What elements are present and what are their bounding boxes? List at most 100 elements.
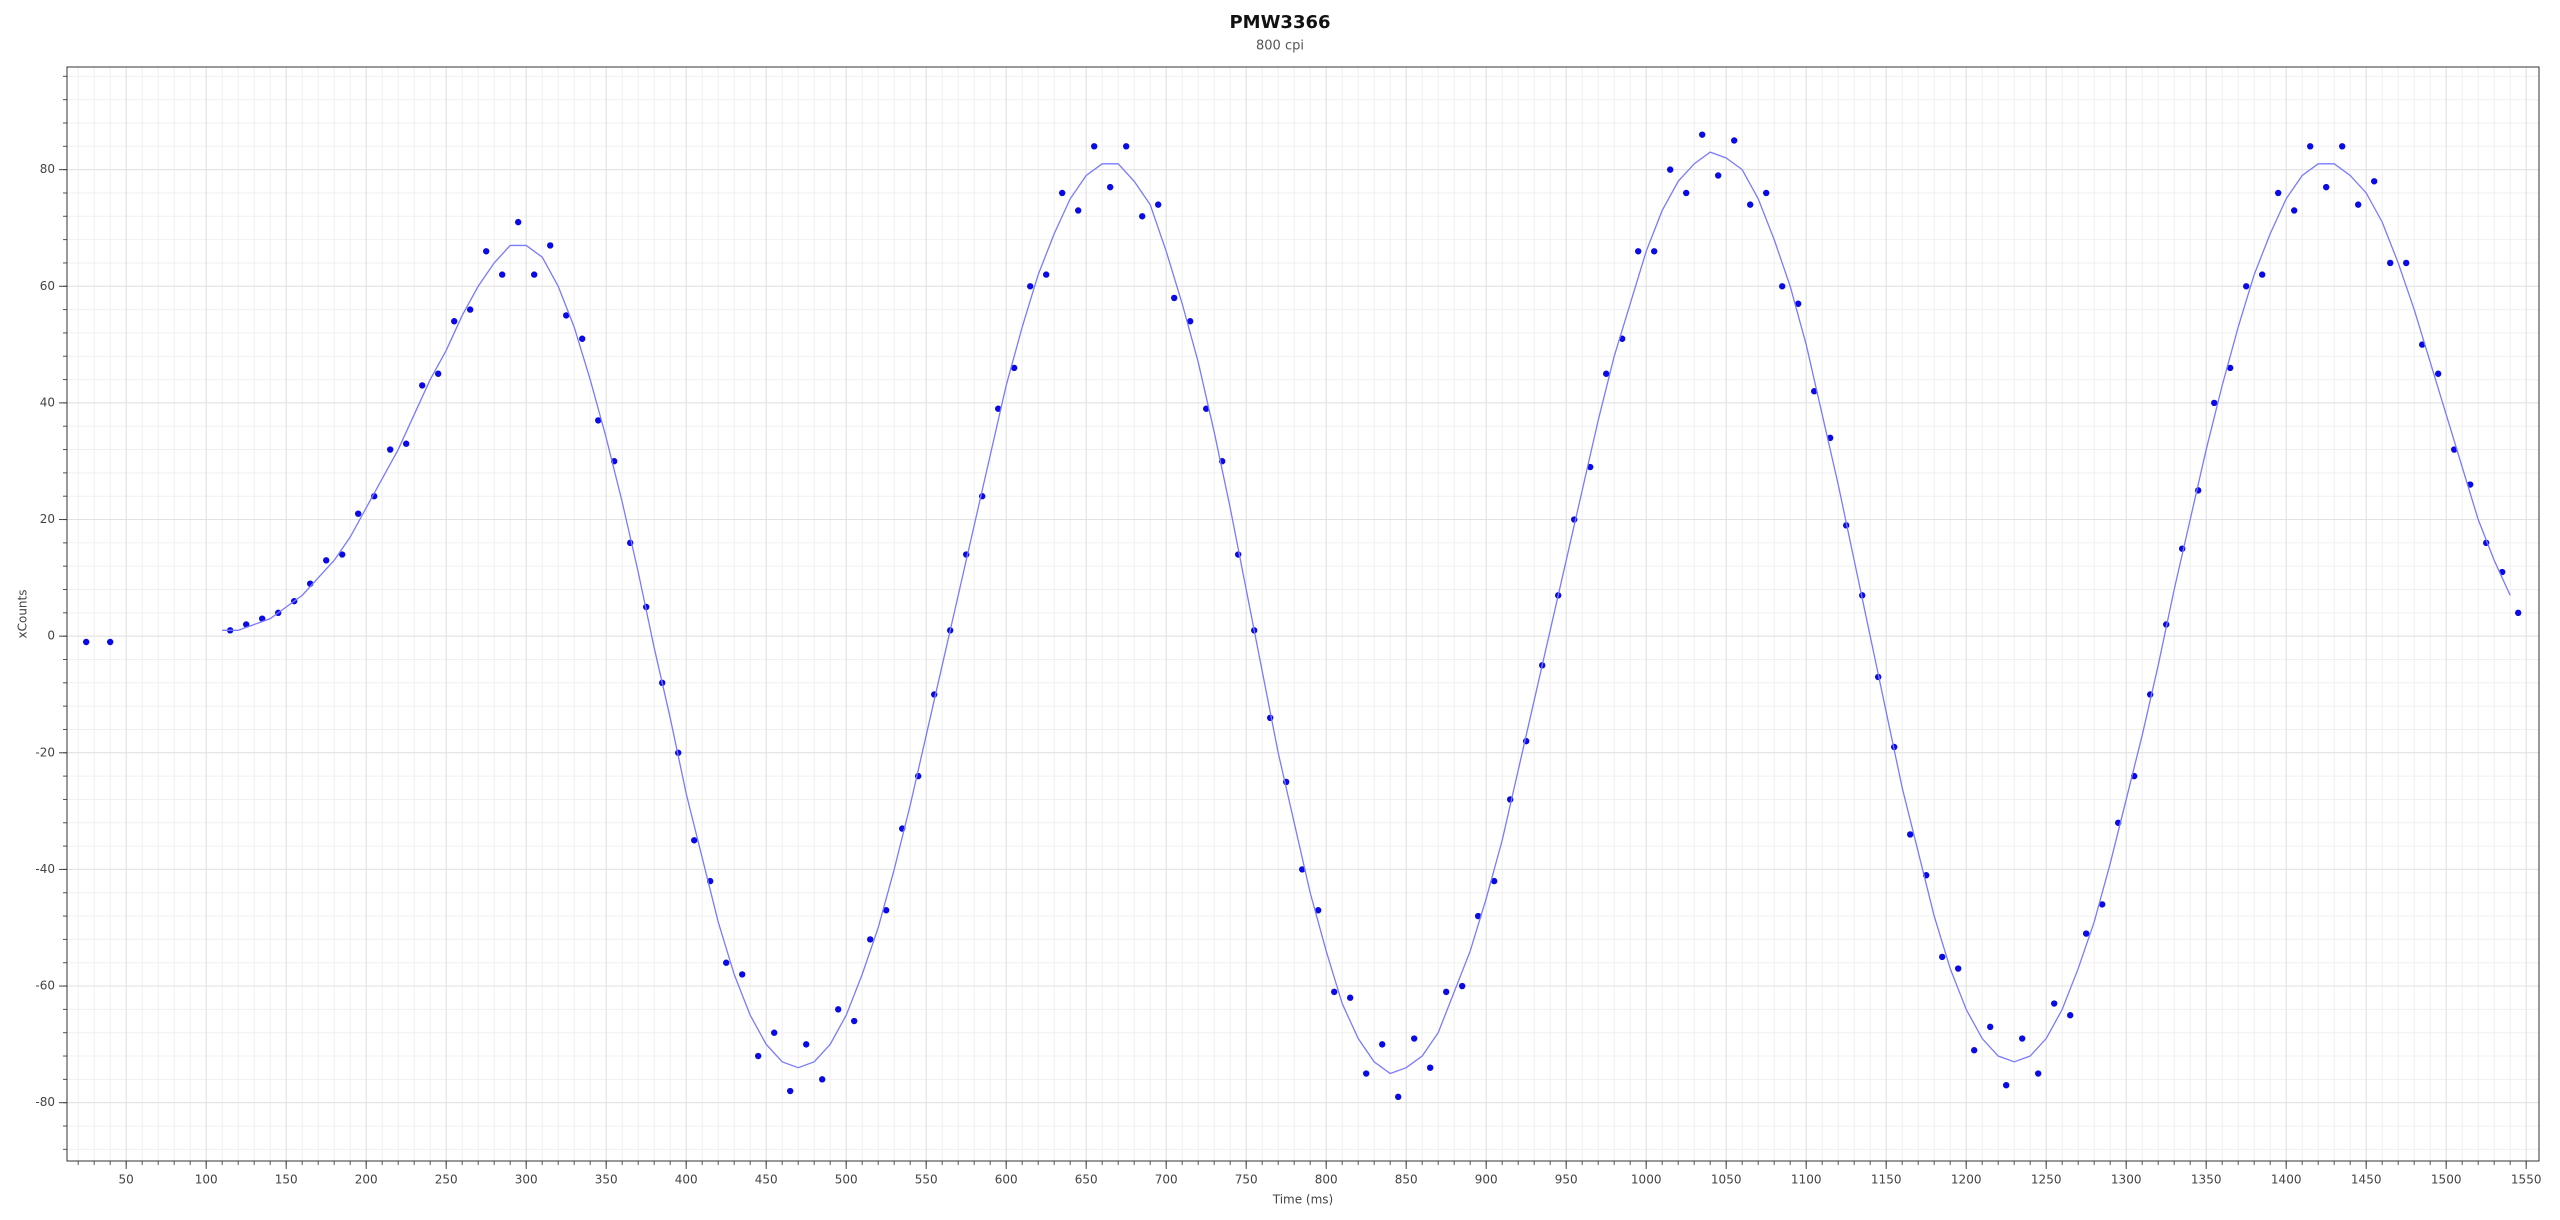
x-tick-label: 100 [195, 1173, 218, 1187]
x-tick-label: 550 [915, 1173, 938, 1187]
data-point [1027, 283, 1034, 290]
data-point [1331, 988, 1338, 996]
data-point [2051, 1000, 2058, 1007]
major-grid [67, 67, 2539, 1161]
data-point [403, 440, 410, 447]
x-tick-label: 600 [995, 1173, 1018, 1187]
data-point [803, 1041, 810, 1048]
x-tick-label: 1400 [2271, 1173, 2302, 1187]
data-point [2371, 178, 2378, 185]
series-points [83, 131, 2522, 1101]
x-tick-label: 1000 [1631, 1173, 1662, 1187]
data-point [1107, 183, 1114, 191]
data-point [1075, 207, 1082, 214]
data-point [2275, 189, 2282, 197]
data-point [2403, 259, 2410, 267]
y-tick-label: -80 [35, 1095, 55, 1109]
data-point [1123, 143, 1130, 150]
x-tick-label: 700 [1155, 1173, 1178, 1187]
data-point [771, 1029, 778, 1036]
data-point [1043, 271, 1050, 278]
data-point [1379, 1041, 1386, 1048]
data-point [1139, 213, 1146, 220]
data-point [1347, 994, 1354, 1001]
data-point [1059, 189, 1066, 197]
x-tick-label: 200 [355, 1173, 378, 1187]
data-point [1907, 831, 1914, 838]
data-point [867, 936, 874, 943]
data-point [1715, 172, 1722, 179]
x-tick-label: 900 [1475, 1173, 1498, 1187]
data-point [595, 417, 602, 424]
minor-grid [63, 67, 2539, 1165]
data-point [1491, 877, 1498, 885]
x-tick-label: 1550 [2511, 1173, 2542, 1187]
data-point [995, 405, 1002, 412]
plot-frame [66, 66, 2540, 1162]
y-tick-label: -40 [35, 862, 55, 876]
x-tick-label: 1100 [1791, 1173, 1822, 1187]
x-tick-label: 1200 [1951, 1173, 1982, 1187]
data-point [1971, 1047, 1978, 1054]
data-point [1203, 405, 1210, 412]
data-point [2323, 183, 2330, 191]
x-tick-label: 350 [595, 1173, 618, 1187]
data-point [883, 907, 890, 914]
data-point [2243, 283, 2250, 290]
data-point [1587, 463, 1594, 471]
data-point [2003, 1081, 2010, 1089]
data-point [563, 312, 570, 319]
x-tick-label: 400 [675, 1173, 698, 1187]
data-point [851, 1017, 858, 1025]
data-point [2211, 399, 2218, 407]
data-point [1763, 189, 1770, 197]
data-point [1395, 1093, 1402, 1101]
data-point [579, 335, 586, 342]
x-axis-label: Time (ms) [1272, 1193, 1334, 1207]
data-point [2307, 143, 2314, 150]
data-point [787, 1087, 794, 1095]
x-tick-label: 1300 [2111, 1173, 2142, 1187]
data-point [755, 1052, 762, 1060]
x-tick-label: 150 [275, 1173, 298, 1187]
data-point [467, 306, 474, 313]
data-point [451, 318, 458, 325]
data-point [2355, 201, 2362, 208]
y-tick-label: 60 [40, 279, 55, 293]
series-line [222, 151, 2511, 1075]
x-tick-label: 650 [1075, 1173, 1098, 1187]
y-tick-label: 40 [40, 395, 55, 409]
y-tick-label: 20 [40, 512, 55, 526]
x-tick-label: 800 [1315, 1173, 1338, 1187]
x-tick-label: 1050 [1711, 1173, 1742, 1187]
data-point [2035, 1070, 2042, 1077]
y-tick-label: -60 [35, 979, 55, 993]
x-tick-label: 1500 [2431, 1173, 2462, 1187]
data-point [2067, 1012, 2074, 1019]
data-point [1699, 131, 1706, 138]
x-tick-label: 1350 [2191, 1173, 2222, 1187]
data-point [2259, 271, 2266, 278]
data-point [723, 959, 730, 966]
chart-title: PMW3366 [1229, 12, 1330, 33]
data-point [339, 551, 346, 558]
x-tick-label: 450 [755, 1173, 778, 1187]
data-point [739, 971, 746, 978]
data-point [1187, 318, 1194, 325]
data-point [1011, 364, 1018, 372]
data-point [2339, 143, 2346, 150]
x-tick-label: 1450 [2351, 1173, 2382, 1187]
data-point [2227, 364, 2234, 372]
data-point [1747, 201, 1754, 208]
data-point [1667, 166, 1674, 173]
data-point [387, 446, 394, 453]
x-tick-label: 250 [435, 1173, 458, 1187]
data-point [1827, 434, 1834, 442]
data-point [2083, 930, 2090, 937]
data-point [1427, 1064, 1434, 1071]
data-point [83, 638, 90, 646]
data-point [2099, 901, 2106, 908]
data-point [1987, 1023, 1994, 1031]
